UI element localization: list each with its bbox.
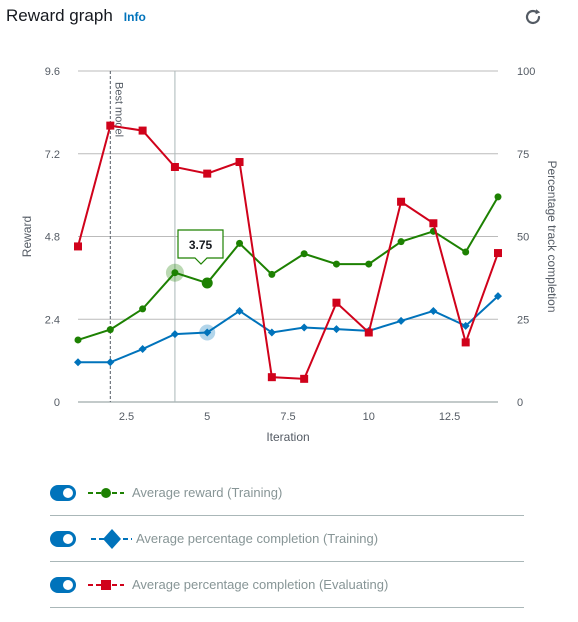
data-point xyxy=(494,292,502,301)
data-point xyxy=(138,345,147,354)
tooltip-box xyxy=(177,229,224,265)
x-tick-label: 2.5 xyxy=(119,411,134,423)
legend-item-training-completion: Average percentage completion (Training) xyxy=(50,516,524,562)
page-title: Reward graph xyxy=(6,6,113,25)
data-point xyxy=(139,305,147,313)
tooltip-value: 3.75 xyxy=(189,238,213,252)
data-point xyxy=(74,336,82,344)
legend-item-eval-completion: Average percentage completion (Evaluatin… xyxy=(50,562,524,608)
data-point xyxy=(203,169,212,178)
legend-label-eval-completion: Average percentage completion (Evaluatin… xyxy=(132,577,389,592)
toggle-eval-completion[interactable] xyxy=(50,576,76,593)
data-point xyxy=(170,162,179,171)
data-point xyxy=(106,326,114,334)
y-tick-label: 7.2 xyxy=(45,149,60,161)
legend-item-reward: Average reward (Training) xyxy=(50,470,524,516)
data-point xyxy=(332,260,340,268)
data-point xyxy=(235,306,244,315)
data-point xyxy=(170,330,179,339)
data-point xyxy=(171,269,179,277)
data-point xyxy=(267,328,276,337)
series-line-circle xyxy=(77,196,499,341)
data-point xyxy=(106,358,115,367)
data-point xyxy=(267,373,276,382)
y-axis-title: Reward xyxy=(20,216,34,257)
data-point xyxy=(203,328,212,337)
hover-halo xyxy=(165,263,184,282)
selected-point xyxy=(201,277,213,289)
reward-chart: 0 2.4 4.8 7.2 9.6 0 25 50 75 100 2.5 5 7.5 10 12.5 Iter… xyxy=(20,66,559,444)
legend-marker-circle xyxy=(88,487,124,498)
data-point xyxy=(462,248,470,256)
y2-axis-title: Percentage track completion xyxy=(545,160,559,312)
x-tick-label: 10 xyxy=(363,411,375,423)
data-point xyxy=(461,321,470,330)
data-point xyxy=(397,197,406,206)
legend-marker-square xyxy=(88,579,124,590)
data-point xyxy=(106,121,115,130)
x-axis-title: Iteration xyxy=(266,430,309,444)
series-line-square xyxy=(77,124,499,380)
selected-halo xyxy=(199,324,216,341)
best-model-label: Best model xyxy=(112,82,124,137)
data-point xyxy=(429,306,438,315)
y2-tick-label: 100 xyxy=(517,66,535,78)
x-tick-label: 12.5 xyxy=(439,411,460,423)
data-point xyxy=(332,325,341,334)
y-tick-label: 0 xyxy=(54,397,60,409)
toggle-reward[interactable] xyxy=(50,484,76,501)
data-point xyxy=(300,250,308,258)
info-link[interactable]: Info xyxy=(123,10,146,24)
toggle-training-completion[interactable] xyxy=(50,530,76,547)
data-point xyxy=(397,316,406,325)
data-point xyxy=(74,358,82,367)
legend: Average reward (Training) Average percen… xyxy=(50,470,524,608)
legend-marker-diamond xyxy=(91,528,132,549)
data-point xyxy=(300,323,309,332)
legend-label-reward: Average reward (Training) xyxy=(132,485,283,500)
y-tick-label: 2.4 xyxy=(45,314,60,326)
y2-tick-label: 0 xyxy=(517,397,523,409)
data-point xyxy=(494,249,502,258)
y-tick-label: 4.8 xyxy=(45,232,60,244)
legend-label-training-completion: Average percentage completion (Training) xyxy=(136,531,379,546)
y2-tick-label: 50 xyxy=(517,232,529,244)
y-tick-label: 9.6 xyxy=(45,66,60,78)
data-point xyxy=(365,260,373,268)
series-line-diamond xyxy=(78,295,499,364)
x-tick-label: 7.5 xyxy=(280,411,295,423)
data-point xyxy=(494,193,502,201)
data-point xyxy=(300,374,309,383)
data-point xyxy=(429,219,438,228)
y2-tick-label: 75 xyxy=(517,149,529,161)
y2-tick-label: 25 xyxy=(517,314,529,326)
data-point xyxy=(236,239,244,247)
data-point xyxy=(461,338,470,347)
refresh-icon[interactable] xyxy=(522,6,544,28)
data-point xyxy=(332,298,341,307)
chart-header: Reward graph Info xyxy=(6,6,146,30)
data-point xyxy=(397,238,405,246)
data-point xyxy=(138,126,147,135)
data-point xyxy=(74,242,82,251)
data-point xyxy=(235,158,244,167)
data-point xyxy=(364,328,373,337)
x-tick-label: 5 xyxy=(204,411,210,423)
data-point xyxy=(268,270,276,278)
